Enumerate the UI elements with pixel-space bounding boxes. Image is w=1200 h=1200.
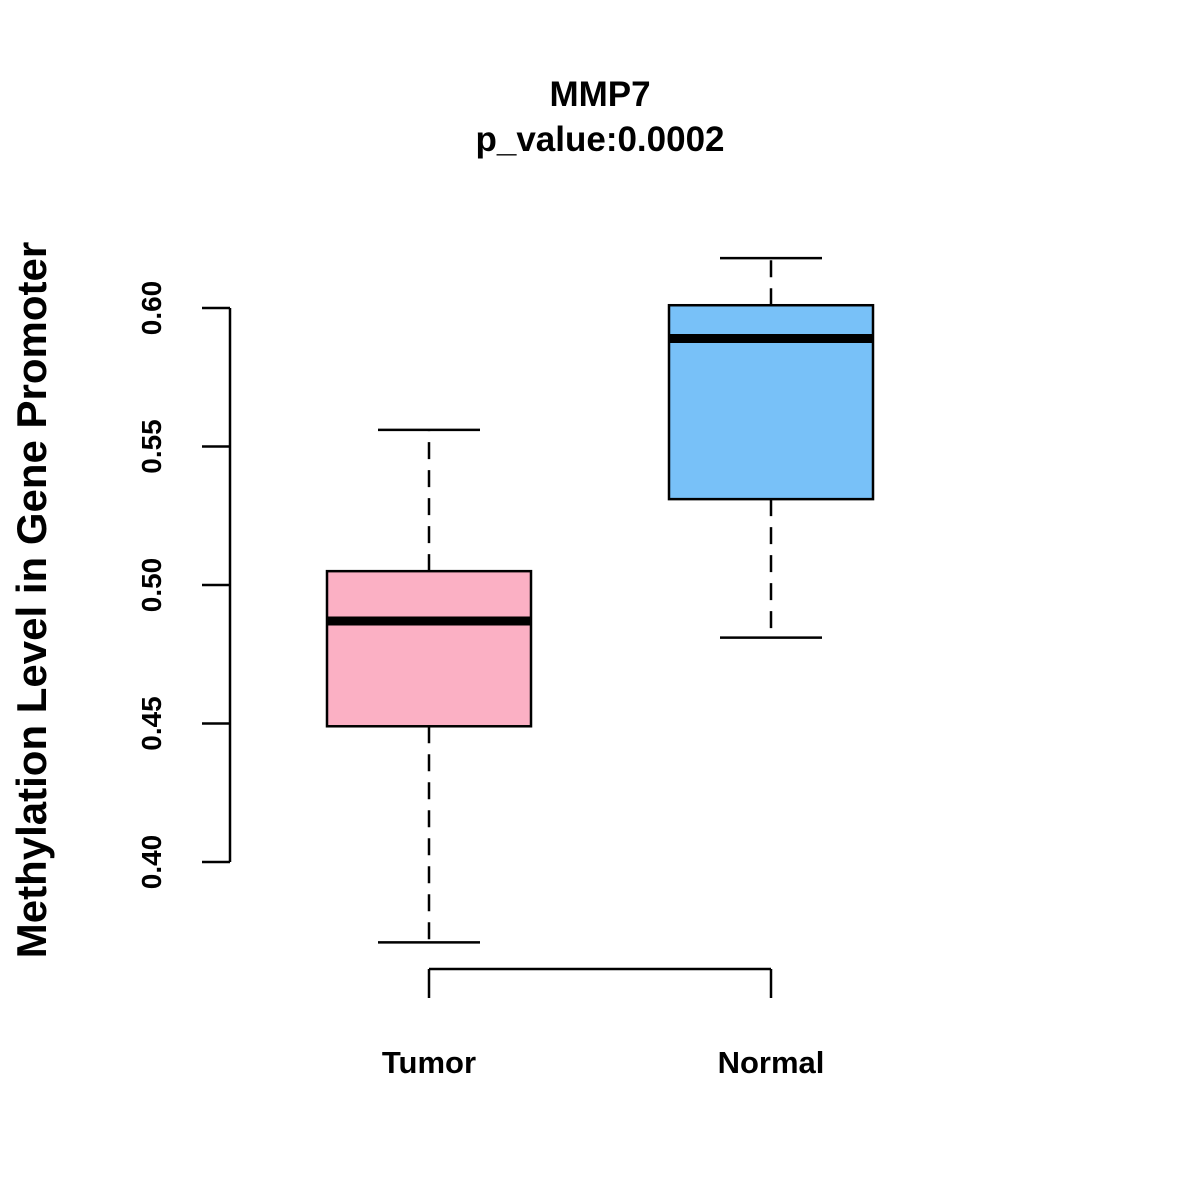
- y-tick-label: 0.45: [136, 696, 167, 751]
- chart-title: MMP7: [549, 75, 650, 114]
- iqr-box: [325, 569, 533, 728]
- y-axis-label: Methylation Level in Gene Promoter: [8, 242, 55, 958]
- x-axis: Tumor Normal: [382, 967, 825, 1080]
- y-axis: 0.40 0.45 0.50 0.55 0.60: [136, 281, 232, 890]
- y-tick-label: 0.50: [136, 558, 167, 613]
- y-tick-label: 0.40: [136, 835, 167, 890]
- y-tick-label: 0.55: [136, 419, 167, 474]
- box-tumor: [325, 428, 533, 944]
- boxes: [325, 256, 875, 944]
- y-tick-label: 0.60: [136, 281, 167, 336]
- x-tick-label: Tumor: [382, 1045, 476, 1080]
- x-tick-label: Normal: [718, 1045, 825, 1080]
- box-normal: [667, 256, 875, 639]
- chart-subtitle: p_value:0.0002: [475, 120, 724, 159]
